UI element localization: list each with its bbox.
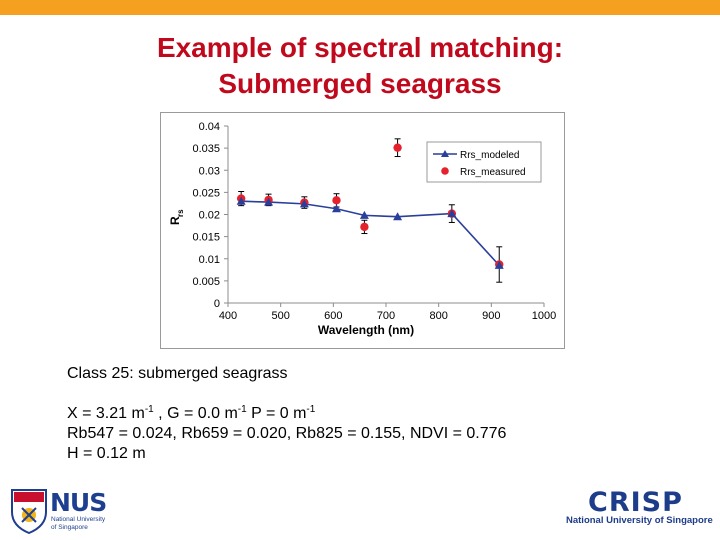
x-tick-label: 500: [271, 310, 289, 322]
legend-modeled-label: Rrs_modeled: [460, 150, 519, 161]
modeled-point: [447, 209, 457, 218]
class-info: Class 25: submerged seagrass X = 3.21 m-…: [67, 364, 506, 464]
x-tick-label: 700: [377, 310, 395, 322]
y-tick-label: 0: [214, 298, 220, 310]
y-axis-label-subscript: rs: [176, 209, 185, 217]
x-text: X = 3.21 m: [67, 405, 145, 422]
y-tick-label: 0.04: [199, 121, 220, 133]
modeled-point: [494, 260, 504, 269]
legend-measured-label: Rrs_measured: [460, 167, 526, 178]
y-tick-label: 0.03: [199, 165, 220, 177]
modeled-point: [236, 196, 246, 205]
nus-wordmark: NUS: [50, 488, 107, 517]
modeled-series-line: [241, 200, 500, 266]
xgp-line: X = 3.21 m-1 , G = 0.0 m-1 P = 0 m-1: [67, 404, 506, 424]
modeled-point: [264, 197, 274, 206]
legend-measured-marker: [441, 167, 449, 175]
nus-sub-line2: of Singapore: [51, 524, 88, 531]
slide-title-line2: Submerged seagrass: [218, 68, 502, 99]
slide-title: Example of spectral matching: Submerged …: [0, 30, 720, 102]
x-tick-label: 800: [429, 310, 447, 322]
x-exponent: -1: [144, 404, 154, 415]
p-text: P = 0 m: [246, 405, 307, 422]
x-tick-label: 400: [219, 310, 237, 322]
nus-logo: NUS National University of Singapore: [10, 488, 120, 534]
y-tick-label: 0.015: [192, 232, 220, 244]
x-axis-label: Wavelength (nm): [318, 323, 414, 337]
measured-point: [332, 196, 341, 205]
crisp-subtitle: National University of Singapore: [566, 515, 713, 528]
modeled-point: [359, 210, 369, 219]
h-line: H = 0.12 m: [67, 445, 146, 462]
measured-point: [360, 222, 369, 232]
y-tick-label: 0.01: [199, 254, 220, 266]
y-tick-label: 0.02: [199, 210, 220, 222]
nus-subtitle: National University of Singapore: [51, 516, 121, 532]
rb-line: Rb547 = 0.024, Rb659 = 0.020, Rb825 = 0.…: [67, 425, 507, 442]
g-text: , G = 0.0 m: [153, 405, 238, 422]
nus-sub-line1: National University: [51, 516, 106, 523]
legend-modeled-marker: [441, 150, 449, 157]
x-tick-label: 600: [324, 310, 342, 322]
g-exponent: -1: [237, 404, 247, 415]
x-tick-label: 900: [482, 310, 500, 322]
x-tick-label: 1000: [532, 310, 556, 322]
y-axis-label: R: [168, 216, 182, 225]
y-tick-label: 0.005: [192, 276, 220, 288]
nus-crest-icon: [11, 489, 47, 534]
top-accent-bar: [0, 0, 720, 15]
legend-box: [426, 141, 542, 183]
spectral-chart: 0 0.005 0.01 0.015 0.02 0.025 0.03 0.035 0.04 400…: [160, 112, 565, 349]
modeled-point: [299, 199, 309, 208]
chart-svg: 0 0.005 0.01 0.015 0.02 0.025 0.03 0.035 0.04 400…: [168, 121, 556, 337]
crisp-wordmark: CRISP: [588, 487, 683, 518]
modeled-point: [393, 212, 403, 221]
p-exponent: -1: [306, 404, 316, 415]
class-line: Class 25: submerged seagrass: [67, 365, 288, 382]
modeled-point: [331, 204, 341, 213]
crisp-logo: CRISP National University of Singapore: [566, 487, 713, 529]
y-tick-label: 0.025: [192, 187, 220, 199]
y-tick-label: 0.035: [192, 143, 220, 155]
slide-title-line1: Example of spectral matching:: [156, 32, 564, 63]
measured-point: [393, 143, 402, 152]
